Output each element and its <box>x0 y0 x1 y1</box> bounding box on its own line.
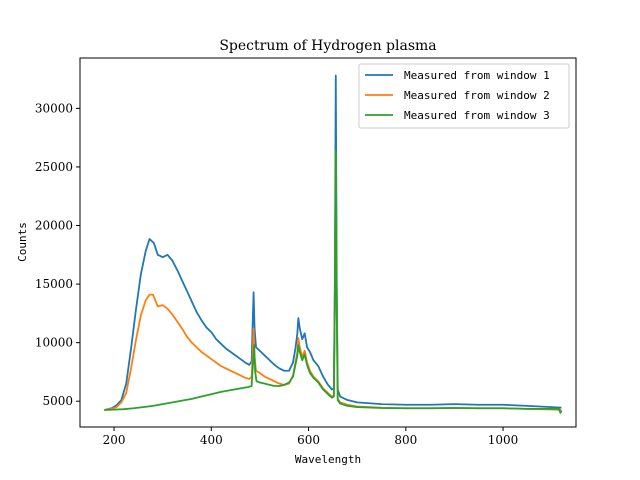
y-axis: 5000 10000 15000 20000 25000 30000 <box>35 101 80 408</box>
y-tick-label: 30000 <box>35 101 73 115</box>
y-tick-label: 20000 <box>35 219 73 233</box>
chart-title: Spectrum of Hydrogen plasma <box>219 38 436 54</box>
legend-entries: Measured from window 1 Measured from wind… <box>365 69 550 122</box>
legend-box <box>358 63 570 129</box>
x-tick-label: 800 <box>394 433 417 447</box>
series-layer <box>104 74 563 414</box>
x-axis-label: Wavelength <box>295 453 361 466</box>
y-tick-label: 5000 <box>42 394 73 408</box>
legend: Measured from window 1 Measured from wind… <box>358 63 570 129</box>
x-tick-label: 400 <box>200 433 223 447</box>
legend-label-2: Measured from window 2 <box>404 89 550 102</box>
x-tick-label: 1000 <box>488 433 519 447</box>
y-tick-label: 15000 <box>35 277 73 291</box>
plot-frame <box>79 57 577 428</box>
legend-label-1: Measured from window 1 <box>404 69 550 82</box>
y-axis-label: Counts <box>16 222 29 262</box>
y-tick-label: 10000 <box>35 336 73 350</box>
series-line-3 <box>104 149 563 414</box>
x-tick-label: 600 <box>297 433 320 447</box>
x-tick-label: 200 <box>103 433 126 447</box>
series-line-2 <box>104 154 562 411</box>
legend-label-3: Measured from window 3 <box>404 109 550 122</box>
x-axis: 200 400 600 800 1000 <box>103 427 519 447</box>
y-tick-label: 25000 <box>35 160 73 174</box>
